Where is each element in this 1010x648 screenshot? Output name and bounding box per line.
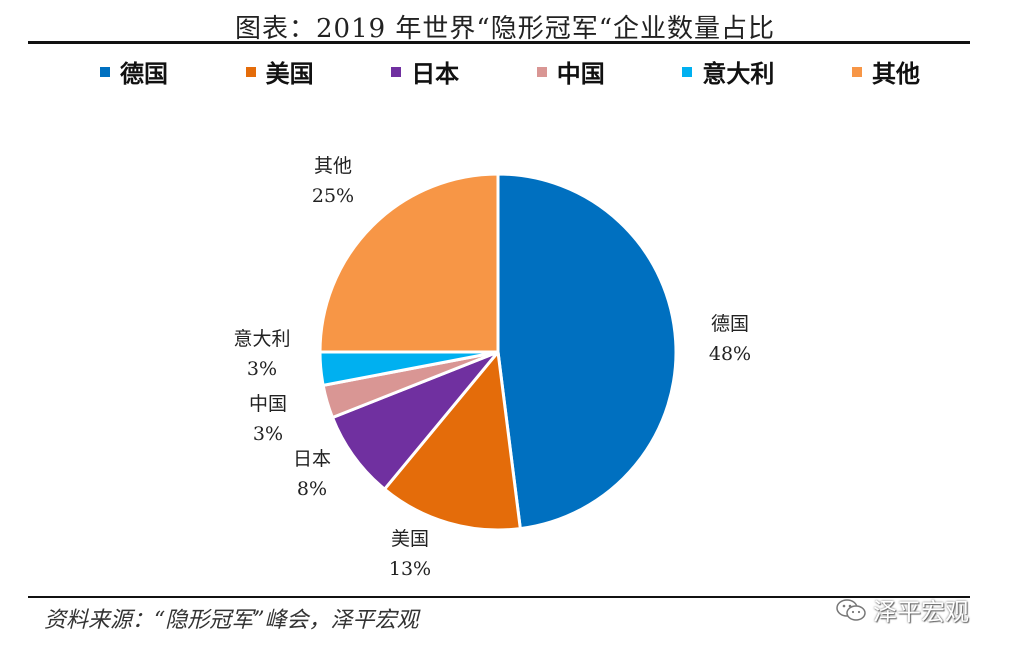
- legend-label: 美国: [265, 60, 314, 88]
- slice-name-label: 日本: [293, 448, 331, 470]
- source-note: 资料来源：“隐形冠军”峰会，泽平宏观: [44, 608, 419, 633]
- legend-label: 中国: [556, 60, 605, 88]
- watermark-text: 泽平宏观: [873, 598, 969, 626]
- legend-label: 日本: [411, 60, 460, 88]
- slice-labels: 德国 48% 美国 13% 日本 8% 中国 3% 意大利 3% 其他 25%: [233, 155, 751, 580]
- pie-slice: [318, 172, 500, 354]
- legend-swatch: [536, 66, 547, 77]
- slice-name-label: 意大利: [233, 328, 290, 350]
- chart-title: 图表：2019 年世界“隐形冠军“企业数量占比: [234, 14, 776, 44]
- watermark: 泽平宏观: [835, 592, 969, 627]
- slice-name-label: 美国: [391, 528, 429, 550]
- legend-swatch: [245, 66, 256, 77]
- legend-label: 德国: [120, 60, 168, 88]
- legend-item: 其他: [851, 54, 920, 89]
- title-divider: [28, 41, 970, 44]
- legend-item: 中国: [536, 54, 605, 89]
- wechat-icon: [836, 598, 866, 621]
- legend-item: 意大利: [682, 54, 774, 89]
- slice-value-label: 3%: [247, 358, 277, 380]
- legend-item: 美国: [245, 54, 314, 89]
- pie-slice: [330, 350, 500, 492]
- legend-label: 其他: [871, 60, 920, 88]
- pie-slices: [318, 172, 678, 532]
- slice-name-label: 德国: [711, 313, 749, 335]
- slice-value-label: 8%: [297, 478, 327, 500]
- pie-slice: [496, 172, 678, 531]
- slice-value-label: 48%: [709, 343, 751, 365]
- slice-name-label: 其他: [314, 155, 352, 177]
- footer-divider: [28, 596, 970, 598]
- legend-swatch: [682, 66, 693, 77]
- legend: 德国 美国 日本 中国 意大利 其他: [100, 54, 920, 89]
- legend-item: 日本: [391, 54, 459, 89]
- legend-swatch: [851, 66, 862, 77]
- legend-swatch: [100, 66, 110, 77]
- slice-name-label: 中国: [249, 393, 287, 415]
- slice-value-label: 3%: [253, 423, 283, 445]
- legend-item: 德国: [100, 54, 168, 89]
- pie-slice: [382, 348, 522, 532]
- legend-swatch: [391, 66, 402, 77]
- legend-label: 意大利: [702, 60, 775, 88]
- slice-value-label: 25%: [312, 185, 354, 207]
- slice-value-label: 13%: [389, 558, 431, 580]
